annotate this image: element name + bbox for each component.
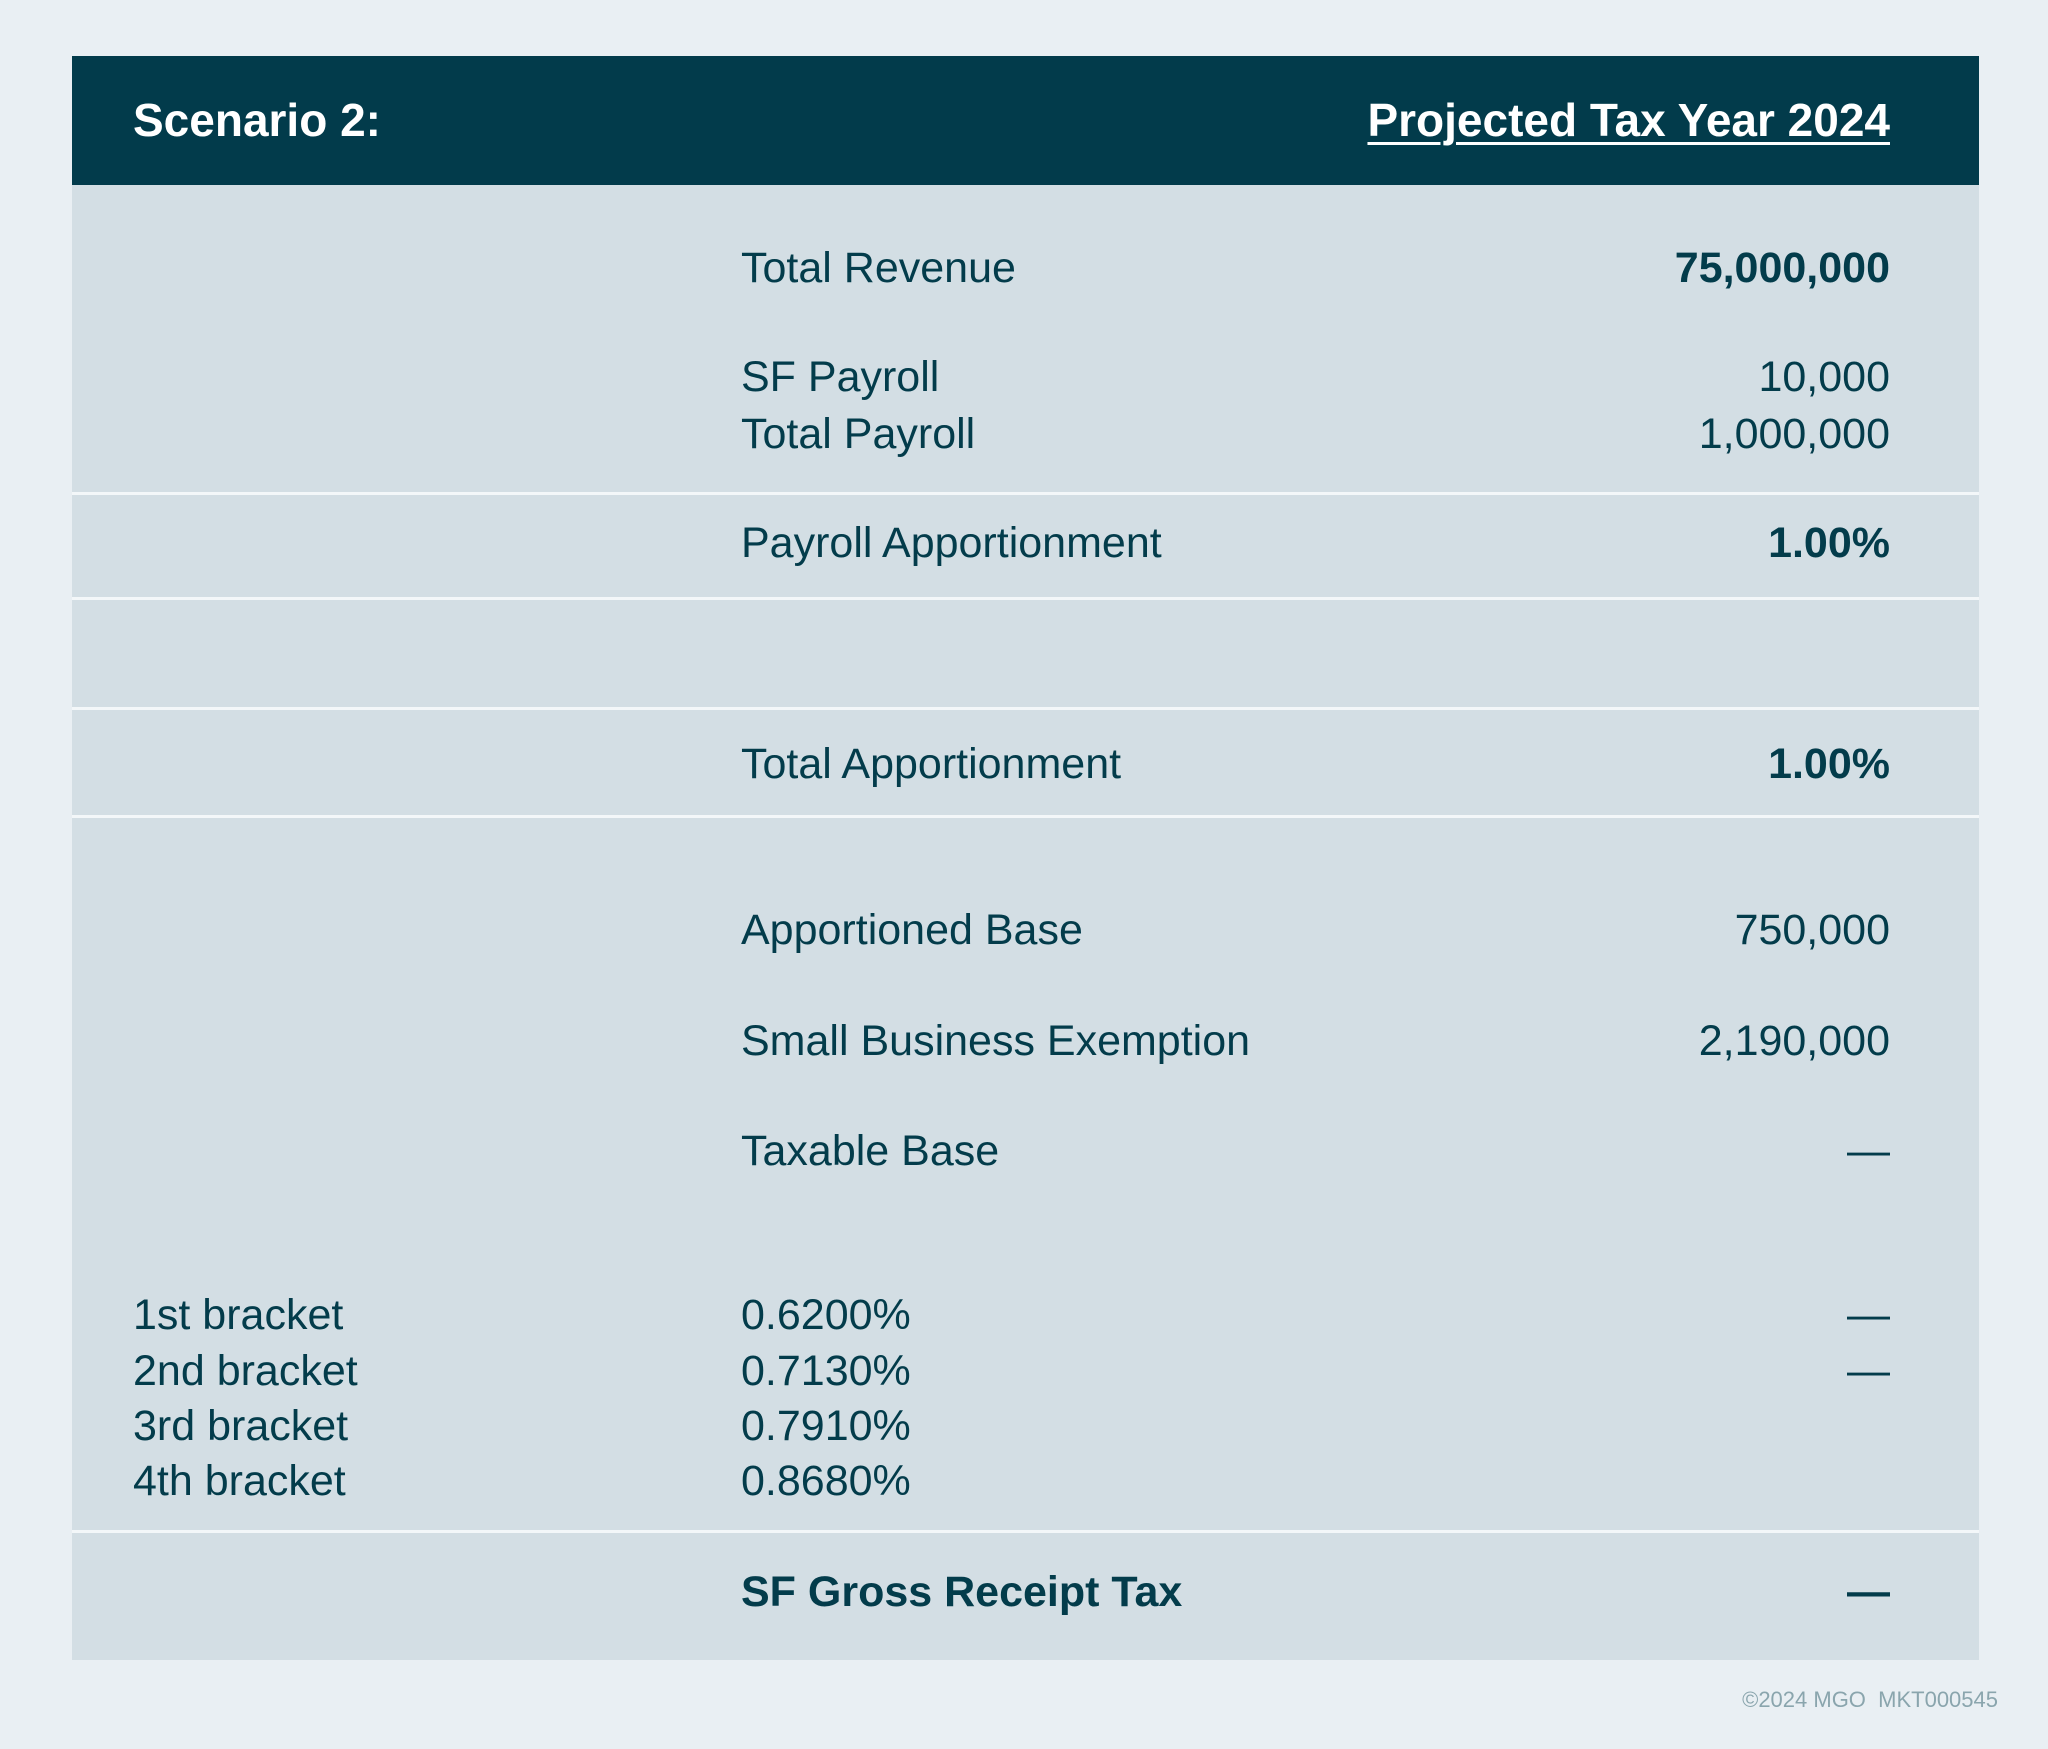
tax-year-heading: Projected Tax Year 2024 bbox=[1367, 94, 1890, 146]
bracket-value: — bbox=[1847, 1291, 1890, 1339]
bracket-name: 2nd bracket bbox=[133, 1347, 358, 1395]
bracket-value: — bbox=[1847, 1347, 1890, 1395]
apportioned-base-label: Apportioned Base bbox=[741, 906, 1083, 954]
bracket-rate: 0.8680% bbox=[741, 1457, 911, 1505]
small-business-exemption-label: Small Business Exemption bbox=[741, 1017, 1251, 1065]
divider bbox=[72, 707, 1979, 710]
divider bbox=[72, 1530, 1979, 1533]
copyright-footer: ©2024 MGO MKT000545 bbox=[1742, 1687, 1998, 1712]
divider bbox=[72, 492, 1979, 495]
total-apportionment-label: Total Apportionment bbox=[741, 740, 1122, 788]
bracket-rate: 0.7910% bbox=[741, 1402, 911, 1450]
total-revenue-value: 75,000,000 bbox=[1674, 244, 1890, 292]
total-revenue-label: Total Revenue bbox=[741, 244, 1016, 292]
payroll-apportionment-value: 1.00% bbox=[1768, 519, 1890, 567]
total-payroll-value: 1,000,000 bbox=[1698, 410, 1890, 458]
payroll-apportionment-label: Payroll Apportionment bbox=[741, 519, 1162, 567]
divider bbox=[72, 815, 1979, 818]
total-apportionment-value: 1.00% bbox=[1768, 740, 1890, 788]
bracket-name: 1st bracket bbox=[133, 1291, 344, 1339]
bracket-name: 3rd bracket bbox=[133, 1402, 349, 1450]
apportioned-base-value: 750,000 bbox=[1734, 906, 1890, 954]
bracket-rate: 0.7130% bbox=[741, 1347, 911, 1395]
taxable-base-label: Taxable Base bbox=[741, 1127, 1000, 1175]
taxable-base-value: — bbox=[1847, 1127, 1890, 1175]
total-payroll-label: Total Payroll bbox=[741, 410, 976, 458]
gross-receipt-tax-label: SF Gross Receipt Tax bbox=[741, 1568, 1183, 1616]
sf-payroll-label: SF Payroll bbox=[741, 353, 940, 401]
table-header: Scenario 2: Projected Tax Year 2024 bbox=[72, 56, 1979, 185]
bracket-name: 4th bracket bbox=[133, 1457, 346, 1505]
scenario-title: Scenario 2: bbox=[133, 94, 381, 146]
gross-receipt-tax-value: — bbox=[1847, 1568, 1890, 1616]
tax-table: Scenario 2: Projected Tax Year 2024 Tota… bbox=[72, 56, 1979, 1660]
divider bbox=[72, 597, 1979, 600]
small-business-exemption-value: 2,190,000 bbox=[1698, 1017, 1890, 1065]
bracket-rate: 0.6200% bbox=[741, 1291, 911, 1339]
sf-payroll-value: 10,000 bbox=[1758, 353, 1890, 401]
